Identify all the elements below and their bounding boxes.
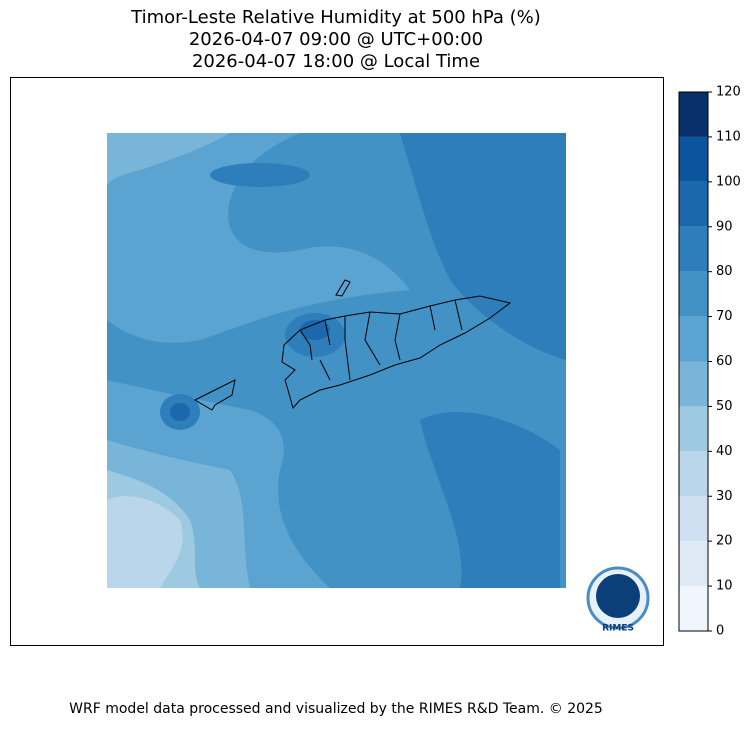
colorbar-segment	[679, 451, 708, 497]
colorbar-tick-label: 90	[716, 219, 733, 234]
colorbar-segment	[679, 92, 708, 137]
map	[107, 133, 566, 588]
colorbar-segment	[679, 541, 708, 587]
colorbar-tick-label: 60	[716, 354, 733, 369]
colorbar-segment	[679, 271, 708, 317]
colorbar-segment	[679, 496, 708, 542]
logo: RIMES	[586, 566, 650, 634]
title: 2026-04-07 09:00 @ UTC+00:00	[189, 29, 483, 50]
title: Timor-Leste Relative Humidity at 500 hPa…	[130, 7, 541, 28]
colorbar-tick-label: 30	[716, 489, 733, 504]
colorbar-tick-label: 120	[716, 85, 741, 100]
colorbar-segment	[679, 406, 708, 452]
colorbar-tick-label: 50	[716, 399, 733, 414]
colorbar-segment	[679, 361, 708, 407]
colorbar-tick-label: 110	[716, 129, 741, 144]
colorbar-segment	[679, 181, 708, 227]
colorbar: 0 10 20 30 40 50 60 70 80 90 100 110 120	[678, 85, 741, 639]
colorbar-tick-label: 80	[716, 264, 733, 279]
colorbar-segment	[679, 226, 708, 272]
colorbar-segment	[679, 136, 708, 182]
title: 2026-04-07 18:00 @ Local Time	[192, 51, 480, 72]
colorbar-segment	[679, 586, 708, 631]
colorbar-tick-label: 40	[716, 444, 733, 459]
colorbar-tick-label: 70	[716, 309, 733, 324]
logo-text: RIMES	[602, 624, 634, 634]
colorbar-tick-label: 0	[716, 624, 724, 639]
colorbar-tick-label: 100	[716, 174, 741, 189]
colorbar-segment	[679, 316, 708, 362]
colorbar-tick-label: 20	[716, 534, 733, 549]
footer: WRF model data processed and visualized …	[69, 701, 603, 717]
colorbar-tick-label: 10	[716, 579, 733, 594]
